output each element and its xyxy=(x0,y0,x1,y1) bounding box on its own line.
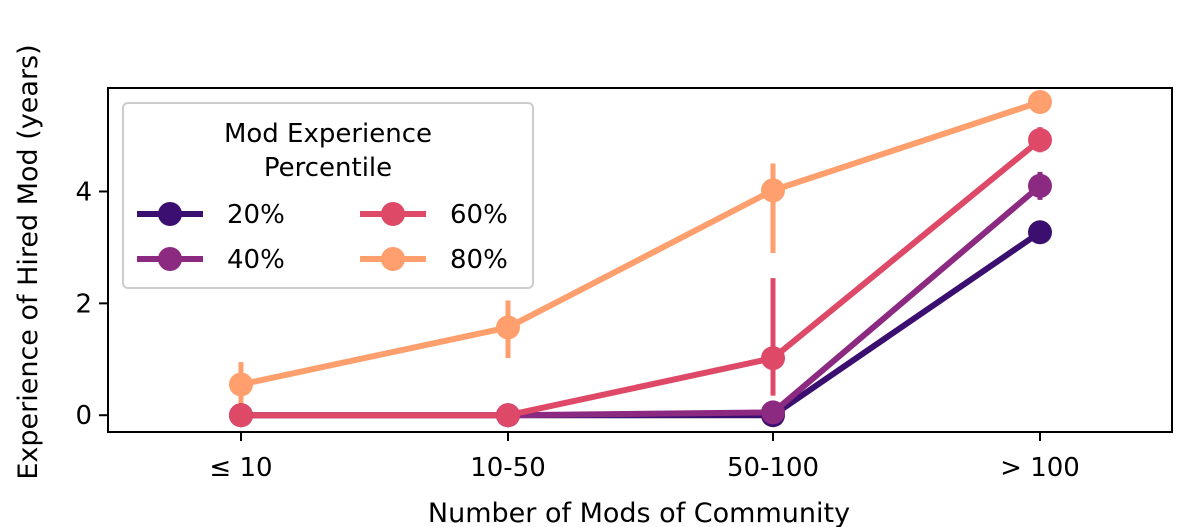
series-line xyxy=(240,99,1041,388)
data-point xyxy=(1028,220,1052,245)
legend-marker xyxy=(381,247,405,271)
data-point xyxy=(1028,89,1052,114)
data-point xyxy=(761,346,785,371)
legend-marker xyxy=(381,202,405,226)
data-point xyxy=(496,403,520,428)
legend-title-line1: Mod Experience xyxy=(224,119,432,149)
legend-label: 80% xyxy=(450,245,508,275)
x-tick-label: 10-50 xyxy=(470,453,546,483)
data-point xyxy=(496,315,520,340)
data-point xyxy=(1028,173,1052,198)
legend-label: 60% xyxy=(450,200,508,230)
data-point xyxy=(761,400,785,425)
legend-label: 20% xyxy=(227,200,285,230)
y-tick-label: 4 xyxy=(75,177,92,207)
legend-label: 40% xyxy=(227,245,285,275)
y-axis-label: Experience of Hired Mod (years) xyxy=(13,44,44,479)
legend-marker xyxy=(158,202,182,226)
series-lines xyxy=(240,99,1042,419)
y-tick-label: 0 xyxy=(75,401,92,431)
data-points xyxy=(229,89,1052,428)
data-point xyxy=(229,372,253,397)
x-tick-label: ≤ 10 xyxy=(209,453,272,483)
axes: ≤ 10 10-50 50-100 > 100 0 2 4 xyxy=(75,87,1173,483)
y-tick-label: 2 xyxy=(75,289,92,319)
data-point xyxy=(229,403,253,428)
legend-title-line2: Percentile xyxy=(264,153,392,183)
plot-frame xyxy=(107,87,1173,433)
x-tick-label: 50-100 xyxy=(727,453,819,483)
x-tick-label: > 100 xyxy=(1000,453,1080,483)
legend-marker xyxy=(158,247,182,271)
data-point xyxy=(1028,128,1052,153)
x-axis-label: Number of Mods of Community xyxy=(428,498,850,527)
legend-box xyxy=(122,102,534,289)
series-line xyxy=(241,137,1042,419)
legend: Mod Experience Percentile 20% 40% 60% 80% xyxy=(122,102,534,289)
data-point xyxy=(761,178,785,203)
